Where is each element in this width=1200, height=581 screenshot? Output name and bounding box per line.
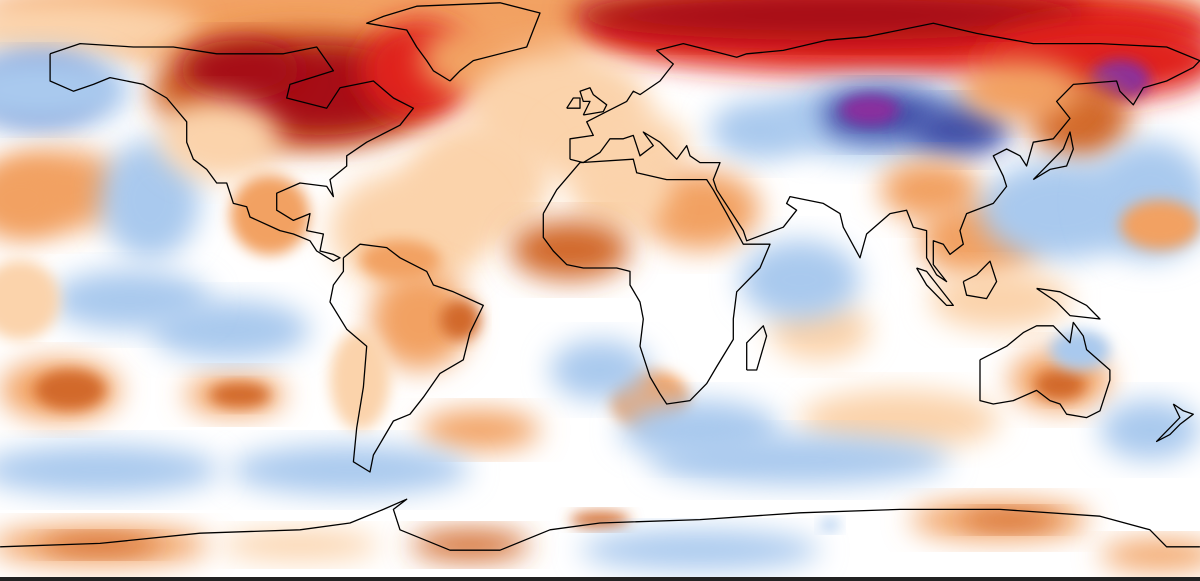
anomaly-region: [330, 330, 390, 430]
coastlines: [0, 2, 1200, 551]
anomaly-region: [570, 512, 630, 528]
anomaly-region: [50, 270, 210, 330]
anomaly-region: [35, 370, 105, 410]
eurasia: [569, 22, 1200, 283]
antarctica: [0, 498, 1200, 551]
anomaly-region: [650, 435, 950, 485]
anomaly-region: [840, 95, 900, 125]
anomaly-region: [800, 390, 1000, 450]
bottom-border: [0, 577, 1200, 581]
anomaly-region: [1100, 540, 1200, 570]
new-zealand: [1155, 403, 1194, 443]
north-america: [49, 42, 415, 262]
anomaly-region: [370, 270, 470, 370]
anomaly-region: [160, 100, 280, 180]
great-britain: [579, 87, 608, 116]
anomaly-region: [0, 50, 130, 130]
sumatra: [916, 267, 954, 307]
new-guinea: [1036, 287, 1101, 320]
anomaly-region: [1120, 200, 1200, 250]
anomaly-region: [210, 383, 270, 407]
anomaly-region: [420, 410, 540, 450]
anomaly-region: [550, 340, 650, 400]
greenland: [366, 2, 541, 82]
anomaly-region: [230, 175, 310, 255]
anomaly-region: [960, 60, 1080, 120]
anomaly-region: [1035, 370, 1085, 400]
anomaly-region: [580, 530, 820, 570]
anomaly-region: [230, 445, 470, 495]
borneo: [962, 260, 998, 300]
anomaly-region: [0, 160, 70, 240]
anomaly-region: [740, 240, 860, 320]
madagascar: [746, 325, 768, 371]
anomaly-region: [960, 510, 1060, 530]
anomaly-region: [1100, 400, 1200, 460]
australia: [979, 321, 1111, 419]
anomaly-region: [930, 270, 1070, 330]
anomaly-region: [410, 530, 530, 560]
anomaly-region: [360, 240, 440, 280]
anomaly-region: [220, 530, 380, 560]
africa: [542, 158, 771, 405]
anomaly-region: [570, 150, 670, 230]
anomaly-region: [0, 0, 200, 60]
anomaly-region: [510, 220, 630, 280]
anomaly-region: [1050, 330, 1110, 370]
anomaly-region: [0, 260, 60, 340]
anomaly-region: [180, 40, 300, 100]
anomaly-region: [440, 300, 480, 340]
anomaly-region: [910, 105, 1010, 155]
anomaly-region: [710, 100, 810, 160]
anomaly-region: [820, 519, 840, 531]
japan: [1032, 131, 1074, 181]
anomaly-region: [400, 160, 500, 240]
south-america: [329, 243, 484, 473]
anomaly-region: [100, 140, 200, 260]
ireland: [566, 97, 581, 109]
anomaly-region: [0, 445, 220, 495]
